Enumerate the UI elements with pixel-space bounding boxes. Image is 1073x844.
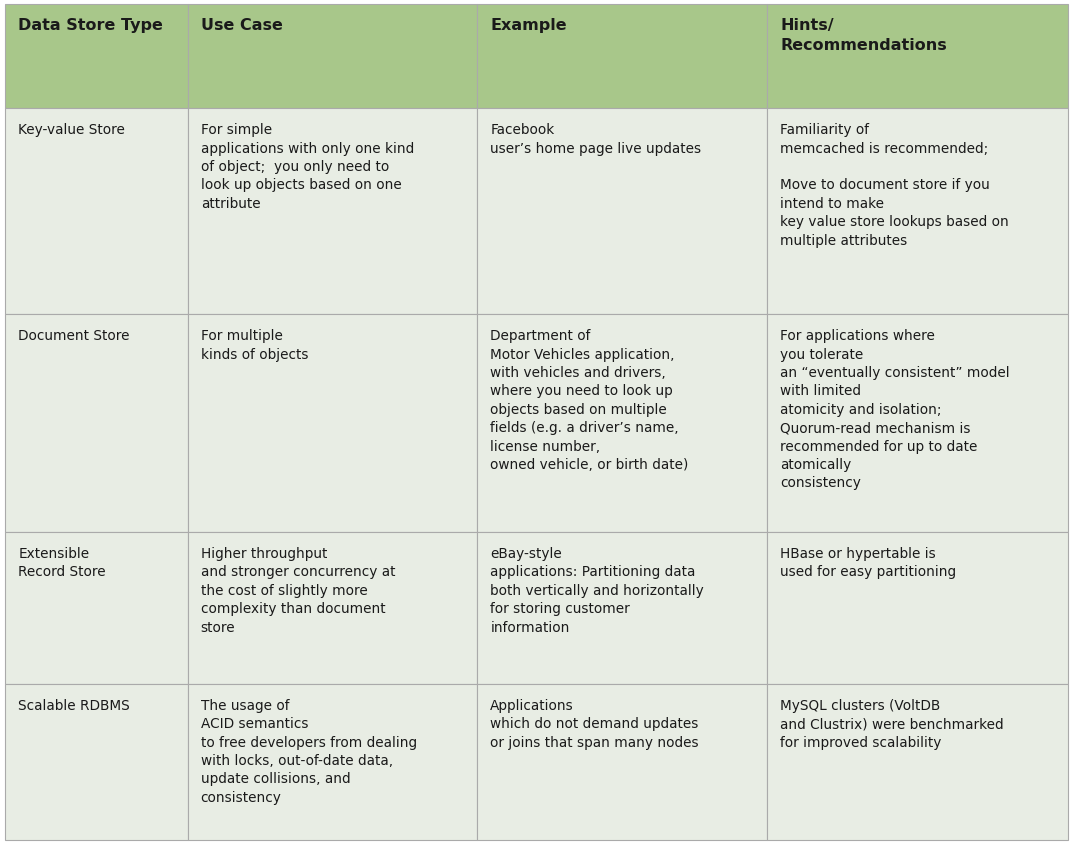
Text: Facebook
user’s home page live updates: Facebook user’s home page live updates: [490, 123, 702, 155]
Text: MySQL clusters (VoltDB
and Clustrix) were benchmarked
for improved scalability: MySQL clusters (VoltDB and Clustrix) wer…: [780, 699, 1003, 749]
Text: Applications
which do not demand updates
or joins that span many nodes: Applications which do not demand updates…: [490, 699, 699, 749]
Bar: [477, 108, 767, 314]
Bar: [5, 4, 188, 108]
Text: Example: Example: [490, 18, 567, 33]
Bar: [767, 532, 1068, 684]
Text: Higher throughput
and stronger concurrency at
the cost of slightly more
complexi: Higher throughput and stronger concurren…: [201, 547, 395, 635]
Bar: [5, 108, 188, 314]
Text: Data Store Type: Data Store Type: [18, 18, 163, 33]
Bar: [767, 684, 1068, 840]
Bar: [188, 532, 477, 684]
Text: For applications where
you tolerate
an “eventually consistent” model
with limite: For applications where you tolerate an “…: [780, 329, 1010, 490]
Bar: [188, 684, 477, 840]
Bar: [188, 108, 477, 314]
Text: Document Store: Document Store: [18, 329, 130, 344]
Bar: [5, 684, 188, 840]
Text: Hints/
Recommendations: Hints/ Recommendations: [780, 18, 946, 52]
Text: Key-value Store: Key-value Store: [18, 123, 126, 138]
Text: eBay-style
applications: Partitioning data
both vertically and horizontally
for : eBay-style applications: Partitioning da…: [490, 547, 704, 635]
Bar: [477, 532, 767, 684]
Text: Department of
Motor Vehicles application,
with vehicles and drivers,
where you n: Department of Motor Vehicles application…: [490, 329, 689, 472]
Bar: [767, 4, 1068, 108]
Bar: [5, 532, 188, 684]
Bar: [767, 314, 1068, 532]
Bar: [5, 314, 188, 532]
Bar: [477, 4, 767, 108]
Bar: [477, 684, 767, 840]
Text: Extensible
Record Store: Extensible Record Store: [18, 547, 106, 579]
Text: Scalable RDBMS: Scalable RDBMS: [18, 699, 130, 713]
Text: Use Case: Use Case: [201, 18, 282, 33]
Bar: [477, 314, 767, 532]
Text: The usage of
ACID semantics
to free developers from dealing
with locks, out-of-d: The usage of ACID semantics to free deve…: [201, 699, 416, 805]
Bar: [767, 108, 1068, 314]
Bar: [188, 4, 477, 108]
Text: For multiple
kinds of objects: For multiple kinds of objects: [201, 329, 308, 361]
Text: For simple
applications with only one kind
of object;  you only need to
look up : For simple applications with only one ki…: [201, 123, 414, 211]
Bar: [188, 314, 477, 532]
Text: Familiarity of
memcached is recommended;

Move to document store if you
intend t: Familiarity of memcached is recommended;…: [780, 123, 1009, 247]
Text: HBase or hypertable is
used for easy partitioning: HBase or hypertable is used for easy par…: [780, 547, 956, 579]
